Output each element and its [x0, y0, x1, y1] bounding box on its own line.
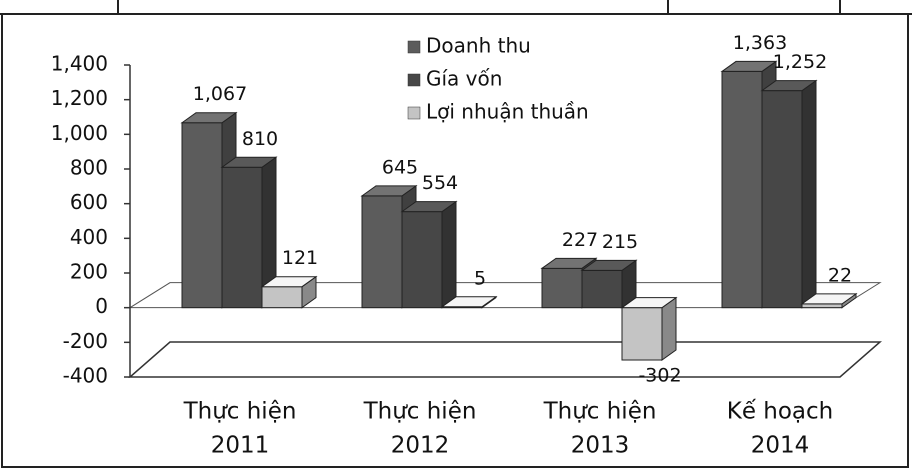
legend-swatch: [407, 106, 421, 120]
bar: [400, 200, 458, 309]
data-label: 810: [242, 128, 278, 150]
data-label: 5: [474, 267, 486, 289]
y-tick-label: 600: [70, 190, 108, 214]
bar-face: [360, 185, 418, 197]
x-tick-label: Thực hiện: [543, 399, 657, 425]
floor: [128, 341, 882, 378]
data-label: 1,363: [733, 32, 787, 54]
bar-face: [801, 79, 817, 309]
bar: [580, 259, 638, 309]
bar-face: [180, 112, 238, 124]
bar-face: [401, 211, 443, 309]
chart-frame: [1, 13, 909, 468]
bar-face: [260, 276, 318, 288]
bar-face: [440, 296, 498, 308]
bar-face: [361, 195, 403, 309]
data-label: 554: [422, 172, 458, 194]
bar-face: [760, 80, 818, 92]
bar: [220, 156, 278, 309]
x-tick-label: 2014: [751, 433, 810, 459]
bar-face: [540, 257, 598, 269]
legend-label: Lợi nhuận thuần: [426, 100, 589, 124]
bar-face: [181, 122, 223, 309]
y-tick-label: 400: [70, 225, 108, 249]
y-tick-label: -400: [63, 364, 108, 388]
data-label: 1,252: [773, 51, 827, 73]
x-tick-label: Kế hoạch: [727, 399, 834, 425]
bar-face: [221, 166, 263, 309]
bar-face: [220, 156, 278, 168]
legend-label: Doanh thu: [426, 34, 531, 58]
legend-label: Gía vốn: [426, 67, 502, 91]
y-tick-label: 200: [70, 260, 108, 284]
bar-face: [580, 259, 638, 271]
bar-face: [620, 297, 678, 309]
bar-face: [441, 200, 457, 309]
y-tick-label: 1,200: [51, 86, 108, 110]
y-tick-label: 0: [95, 294, 108, 318]
y-tick-label: 1,000: [51, 121, 108, 145]
y-tick-label: 800: [70, 156, 108, 180]
bar-face: [800, 293, 858, 305]
bar-face: [621, 307, 663, 361]
legend-swatch: [407, 73, 421, 87]
bar: [440, 295, 498, 309]
data-label: 121: [282, 247, 318, 269]
y-tick-label: 1,400: [51, 52, 108, 76]
y-tick-label: -200: [63, 329, 108, 353]
data-label: 22: [828, 264, 852, 286]
bar-face: [661, 296, 677, 361]
bar-face: [761, 90, 803, 309]
bar-face: [720, 60, 778, 72]
bar-face: [541, 267, 583, 309]
data-label: 1,067: [193, 83, 247, 105]
bar: [760, 79, 818, 309]
data-label: 215: [602, 231, 638, 253]
x-tick-label: 2013: [571, 433, 630, 459]
x-tick-label: Thực hiện: [363, 399, 477, 425]
x-tick-label: 2012: [391, 433, 450, 459]
bar: [800, 292, 858, 309]
data-label: 645: [382, 156, 418, 178]
bar-face: [801, 303, 843, 309]
x-tick-label: Thực hiện: [183, 399, 297, 425]
bar-face: [721, 70, 763, 309]
bar: [260, 275, 318, 309]
bar: [620, 296, 678, 361]
x-tick-label: 2011: [211, 433, 270, 459]
data-label: -302: [638, 365, 681, 387]
legend-swatch: [407, 40, 421, 54]
bar-face: [400, 201, 458, 213]
data-label: 227: [562, 229, 598, 251]
bar-face: [581, 269, 623, 309]
bar-face: [261, 286, 303, 309]
